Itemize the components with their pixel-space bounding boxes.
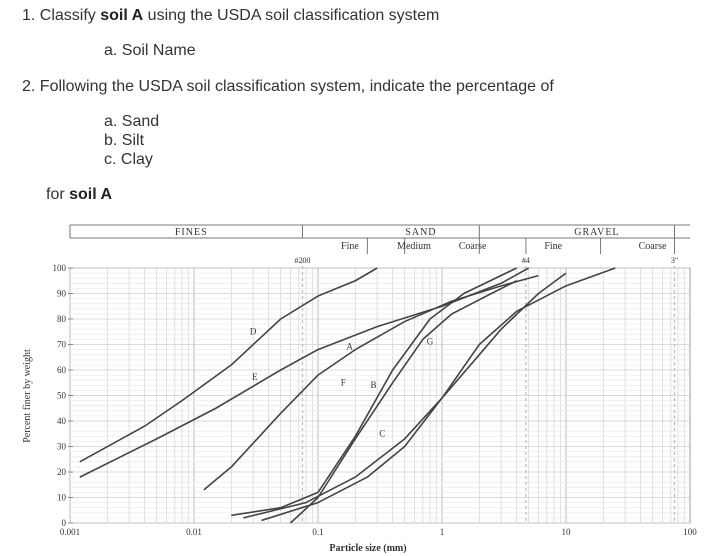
chart-header: FINES SAND GRAVEL Fine Medium Coarse Fine Coars… xyxy=(69,224,690,265)
curve-d xyxy=(79,267,378,463)
y-tick-label: 80 xyxy=(57,314,67,324)
curve-label-c: C xyxy=(379,428,385,438)
curve-f xyxy=(231,267,518,517)
for-bold: soil A xyxy=(69,186,113,203)
x-axis-label: Particle size (mm) xyxy=(329,543,406,554)
curve-a xyxy=(203,274,539,491)
question-1-bold: soil A xyxy=(100,7,144,24)
curve-label-a: A xyxy=(346,342,353,352)
question-1a: a. Soil Name xyxy=(104,42,196,59)
header-gravel-coarse: Coarse xyxy=(639,241,667,252)
y-tick-label: 50 xyxy=(57,391,67,401)
curve-e xyxy=(79,267,530,478)
chart-grid xyxy=(69,260,691,524)
header-sand-fine: Fine xyxy=(341,241,359,252)
question-2c: c. Clay xyxy=(104,151,153,168)
question-2: 2. Following the USDA soil classificatio… xyxy=(22,78,554,95)
curve-label-b: B xyxy=(370,380,376,390)
header-fines: FINES xyxy=(175,227,208,238)
question-2a: a. Sand xyxy=(104,113,160,130)
for-prefix: for xyxy=(46,186,70,203)
curve-g xyxy=(243,272,567,519)
question-1-suffix: using the USDA soil classification syste… xyxy=(143,7,440,24)
curve-label-d: D xyxy=(250,326,257,336)
x-tick-label: 100 xyxy=(683,527,697,537)
y-tick-label: 60 xyxy=(57,365,67,375)
chart-labels: 0 10 20 30 40 50 60 70 80 90 100 0.001 0.01 0.1 1 10 100… xyxy=(22,263,697,554)
y-tick-label: 70 xyxy=(57,340,67,350)
y-tick-label: 100 xyxy=(53,263,67,273)
question-1-prefix: 1. Classify xyxy=(22,7,101,24)
header-sand-coarse: Coarse xyxy=(459,241,487,252)
y-tick-label: 90 xyxy=(57,289,67,299)
y-tick-label: 30 xyxy=(57,442,67,452)
y-tick-label: 20 xyxy=(57,467,67,477)
x-tick-label: 0.01 xyxy=(186,527,202,537)
y-tick-label: 0 xyxy=(62,518,67,528)
question-2b: b. Silt xyxy=(104,132,145,149)
header-gravel: GRAVEL xyxy=(574,227,619,238)
header-gravel-fine: Fine xyxy=(544,241,562,252)
y-axis-label: Percent finer by weight xyxy=(22,349,33,443)
x-tick-label: 0.1 xyxy=(312,527,323,537)
header-sand: SAND xyxy=(405,227,436,238)
curve-label-g: G xyxy=(427,337,434,347)
curve-b xyxy=(289,280,518,524)
for-soil-a: for soil A xyxy=(46,185,112,205)
curve-label-e: E xyxy=(252,372,258,382)
x-tick-label: 1 xyxy=(440,527,445,537)
x-tick-label: 0.001 xyxy=(60,527,80,537)
y-tick-label: 10 xyxy=(57,493,67,503)
x-tick-label: 10 xyxy=(562,527,572,537)
y-tick-label: 40 xyxy=(57,416,67,426)
header-sand-medium: Medium xyxy=(397,241,431,252)
curve-label-f: F xyxy=(341,377,346,387)
question-1: 1. Classify soil A using the USDA soil c… xyxy=(22,6,439,26)
chart-curves xyxy=(79,267,616,524)
